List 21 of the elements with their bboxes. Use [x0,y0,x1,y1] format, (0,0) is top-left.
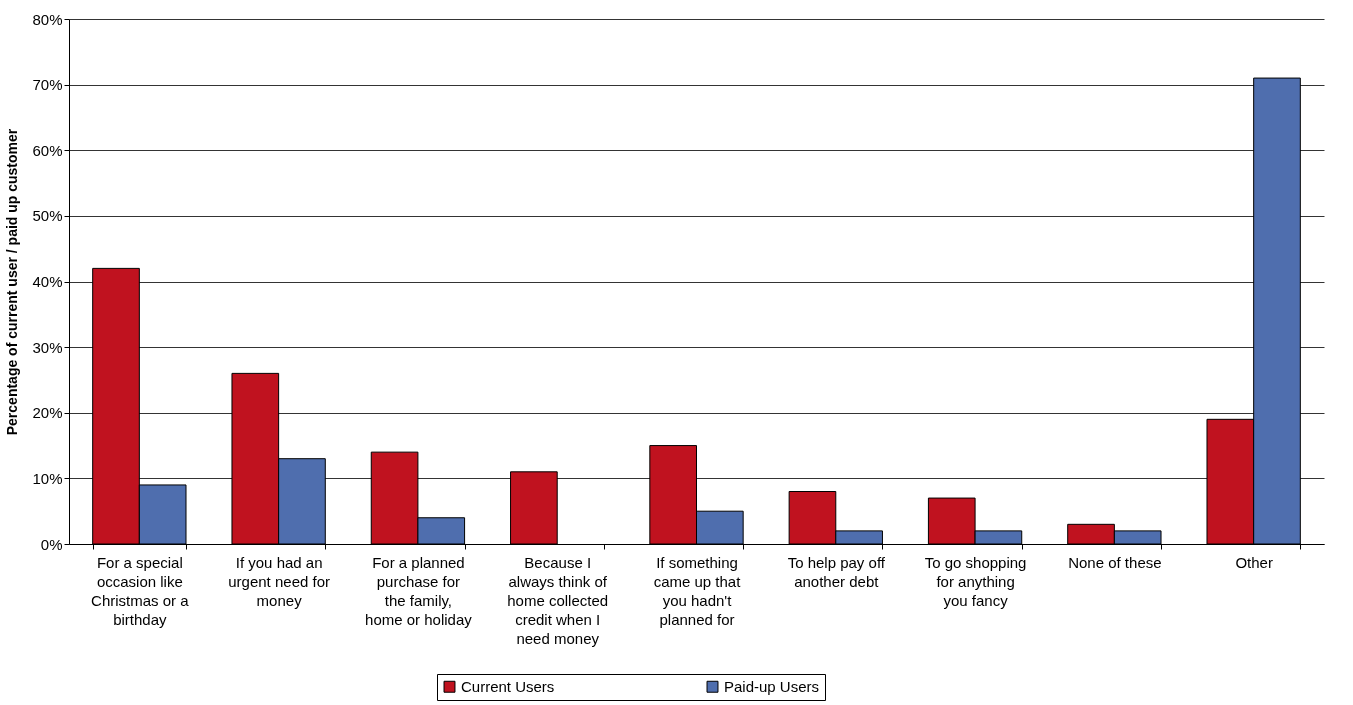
y-tick-label: 60% [32,141,63,159]
x-tick-label: If something came up that you hadn't planned for [653,553,742,628]
x-tick-label: Other [1235,553,1273,571]
y-axis-title: Percentage of current user / paid up customer [4,128,21,436]
x-tick-label: For a planned purchase for the family, home or holiday [365,553,473,628]
y-tick-label: 50% [32,207,63,225]
y-tick-label: 30% [32,338,63,356]
x-tick-label: To go shopping for anything you fancy [924,553,1027,609]
y-tick-label: 0% [40,535,63,553]
y-tick-label: 40% [32,273,63,290]
y-tick-label: 20% [32,404,63,422]
legend-label: Paid-up Users [724,677,820,695]
x-tick-label: For a special occasion like Christmas or a birthday [91,553,190,628]
y-tick-label: 70% [32,76,63,94]
x-tick-label: None of these [1068,553,1162,571]
legend-label: Current Users [461,677,555,695]
y-tick-label: 10% [32,469,63,487]
x-tick-label: To help pay off another debt [787,553,886,590]
y-tick-label: 80% [32,10,63,28]
x-tick-label: If you had an urgent need for money [228,553,331,609]
x-tick-label: Because I always think of home collected credit when I need money [507,553,609,647]
